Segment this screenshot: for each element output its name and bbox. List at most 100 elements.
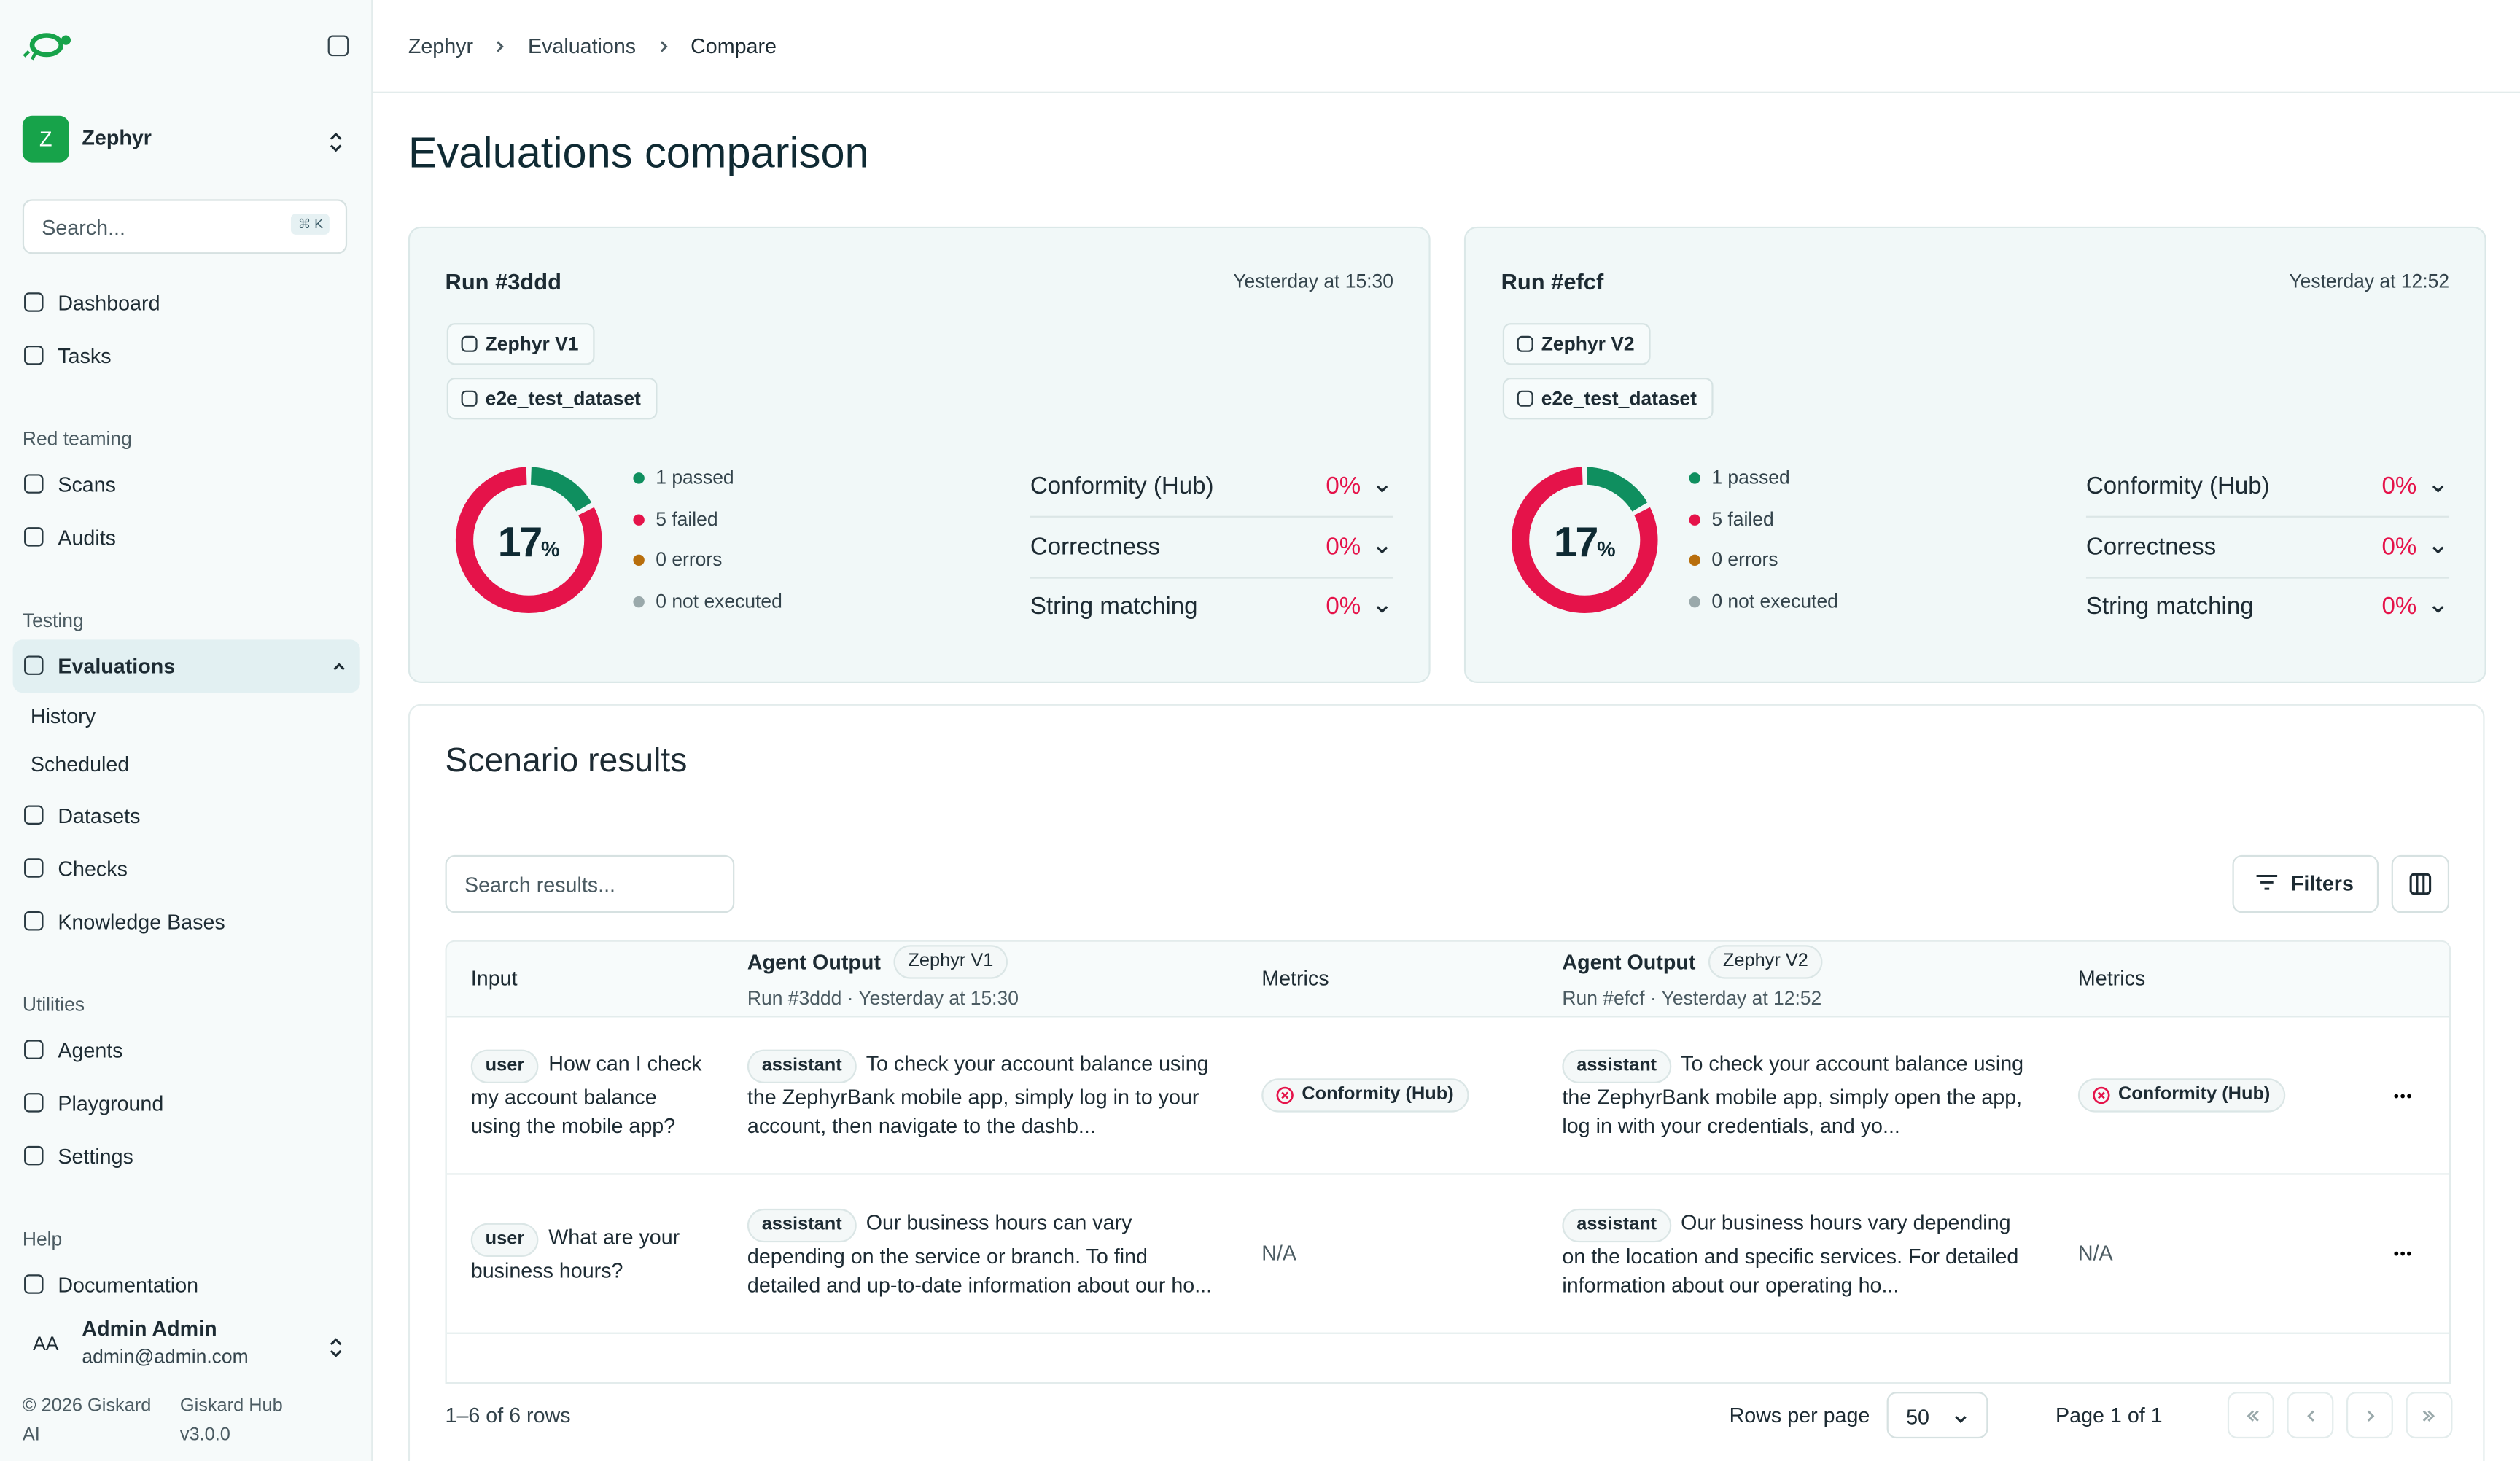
nav-item[interactable]: Playground: [13, 1076, 360, 1129]
input-text: How can I check my account balance using…: [470, 1051, 702, 1138]
metric-row[interactable]: Correctness 0%: [1030, 517, 1393, 578]
summary-text: 5 failed: [1711, 507, 1774, 530]
icon: [24, 655, 44, 674]
results-title: Scenario results: [445, 742, 688, 780]
page-title: Evaluations comparison: [408, 128, 869, 177]
user-name[interactable]: Admin Admin: [82, 1316, 217, 1341]
chevron: [1955, 1416, 1967, 1424]
copyright: © 2026 Giskard AI: [22, 1396, 152, 1445]
dataset-tag: e2e_test_dataset: [446, 378, 657, 420]
nav-label: Agents: [58, 1037, 123, 1062]
table-body: user How can I check my account balance u…: [446, 1018, 2450, 1381]
output-text: To check your account balance using the …: [747, 1051, 1209, 1138]
percent-value: 17: [497, 517, 543, 566]
collapse-button[interactable]: [327, 35, 349, 57]
output-text: Our business hours vary depending on the…: [1562, 1209, 2019, 1297]
pagination-button[interactable]: [2346, 1392, 2393, 1439]
metric-value: 0%: [1326, 593, 1361, 620]
column-label: Metrics: [1261, 965, 1329, 991]
output-text: To check your account balance using the …: [1562, 1051, 2024, 1138]
nav-item[interactable]: Documentation: [13, 1258, 360, 1311]
donut-failed: [455, 467, 602, 614]
metric-row[interactable]: String matching 0%: [2086, 577, 2449, 636]
output-cell: assistant Our business hours vary dependi…: [1538, 1175, 2054, 1333]
nav-item[interactable]: Dashboard: [13, 276, 360, 329]
metric-name: String matching: [2085, 593, 2254, 620]
pagination-button[interactable]: [2227, 1392, 2274, 1439]
summary-text: 0 errors: [1711, 548, 1778, 571]
metric-cell: [2054, 1334, 2364, 1381]
icon: [461, 335, 478, 352]
output-cell: assistant To check your account balance u…: [1538, 1018, 2054, 1174]
columns-button[interactable]: [2391, 854, 2450, 913]
role-badge: assistant: [1562, 1049, 1671, 1083]
agent-tag: Zephyr V2: [1502, 323, 1651, 365]
nav-label: Documentation: [58, 1271, 199, 1297]
run-date: Yesterday at 12:52: [2289, 270, 2450, 293]
search-placeholder: Search...: [42, 215, 125, 240]
status-dot: [1689, 513, 1700, 525]
donut: [455, 467, 602, 614]
row-actions[interactable]: [2364, 1175, 2449, 1333]
input-cell: user How can I check my account balance u…: [447, 1018, 723, 1174]
column-label: Metrics: [2077, 965, 2146, 991]
metric-row[interactable]: String matching 0%: [1030, 577, 1393, 636]
pagination-icon: [2422, 1410, 2435, 1422]
na-text: N/A: [2077, 1240, 2113, 1266]
row-count: 1–6 of 6 rows: [445, 1403, 571, 1427]
status-dot: [633, 472, 645, 484]
nav-subitem[interactable]: History: [30, 703, 96, 728]
chevron: [1376, 485, 1388, 493]
results-search[interactable]: Search results...: [445, 854, 735, 913]
metric-row[interactable]: Correctness 0%: [2085, 517, 2450, 578]
metric-cell: Conformity (Hub): [2054, 1018, 2364, 1174]
output-cell: assistantInterest rates for personal loa…: [1538, 1334, 2054, 1381]
breadcrumb-item[interactable]: Evaluations: [527, 34, 637, 58]
pagination-button[interactable]: [2406, 1392, 2453, 1439]
nav-item[interactable]: Agents: [13, 1023, 360, 1076]
column-header: Agent Output Zephyr V2 Run #efcf · Yesterd…: [1538, 942, 2054, 1016]
filter-icon: [2257, 874, 2279, 890]
summary-text: 5 failed: [656, 507, 718, 530]
nav-item[interactable]: Scans: [13, 457, 360, 510]
summary-text: 1 passed: [656, 466, 734, 489]
nav-item[interactable]: Knowledge Bases: [13, 895, 360, 948]
search-box[interactable]: Search... ⌘ K: [22, 199, 348, 254]
percent-value: 17: [1553, 517, 1599, 566]
filters-button[interactable]: Filters: [2232, 854, 2379, 913]
nav-item[interactable]: Tasks: [13, 329, 360, 382]
summary-item: 0 errors: [633, 548, 722, 571]
chevron: [330, 1349, 342, 1357]
nav-item[interactable]: Settings: [13, 1129, 360, 1183]
icon: [24, 804, 44, 824]
icon: [24, 1039, 44, 1059]
workspace-name[interactable]: Zephyr: [82, 125, 152, 150]
metric-cell: [1237, 1334, 1538, 1381]
metric-row[interactable]: Conformity (Hub) 0%: [1030, 456, 1393, 518]
user-email: admin@admin.com: [82, 1345, 249, 1368]
breadcrumb: Zephyr Evaluations Compare: [408, 34, 777, 58]
nav-subitem[interactable]: Scheduled: [30, 751, 130, 776]
summary-text: 0 errors: [656, 548, 723, 571]
page-size-select[interactable]: 50: [1886, 1392, 1988, 1439]
role-badge: assistant: [747, 1049, 857, 1083]
nav-item[interactable]: Datasets: [13, 788, 360, 841]
pagination-icon: [2247, 1410, 2259, 1422]
row-actions[interactable]: [2364, 1334, 2449, 1381]
nav-label: Playground: [58, 1090, 164, 1115]
nav-item[interactable]: Audits: [13, 510, 360, 564]
icon: [461, 390, 478, 407]
metric-row[interactable]: Conformity (Hub) 0%: [2085, 456, 2450, 518]
pagination-button[interactable]: [2287, 1392, 2334, 1439]
nav-item[interactable]: Checks: [13, 841, 360, 895]
shortcut: ⌘ K: [291, 214, 330, 235]
row-actions[interactable]: [2364, 1018, 2449, 1174]
nav-item[interactable]: Evaluations: [12, 639, 360, 693]
column-header: Metrics: [2054, 942, 2364, 1016]
metric-value: 0%: [2381, 593, 2417, 620]
breadcrumb-item[interactable]: Zephyr: [408, 34, 474, 58]
nav: Dashboard Tasks Red teaming Scans Audits Test…: [12, 276, 360, 1311]
agent-pill: Zephyr V1: [893, 945, 1008, 979]
